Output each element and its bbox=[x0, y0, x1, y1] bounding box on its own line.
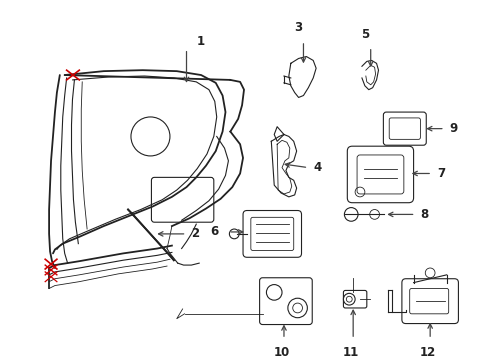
Text: 5: 5 bbox=[360, 28, 368, 41]
Text: 2: 2 bbox=[191, 228, 199, 240]
Text: 3: 3 bbox=[294, 21, 302, 34]
Text: 8: 8 bbox=[420, 208, 428, 221]
Text: 4: 4 bbox=[313, 161, 321, 174]
Text: 1: 1 bbox=[196, 35, 204, 48]
Text: 12: 12 bbox=[419, 346, 435, 359]
Text: 10: 10 bbox=[273, 346, 289, 359]
Text: 6: 6 bbox=[210, 225, 218, 238]
Text: 7: 7 bbox=[436, 167, 444, 180]
Text: 11: 11 bbox=[343, 346, 359, 359]
Text: 9: 9 bbox=[449, 122, 457, 135]
